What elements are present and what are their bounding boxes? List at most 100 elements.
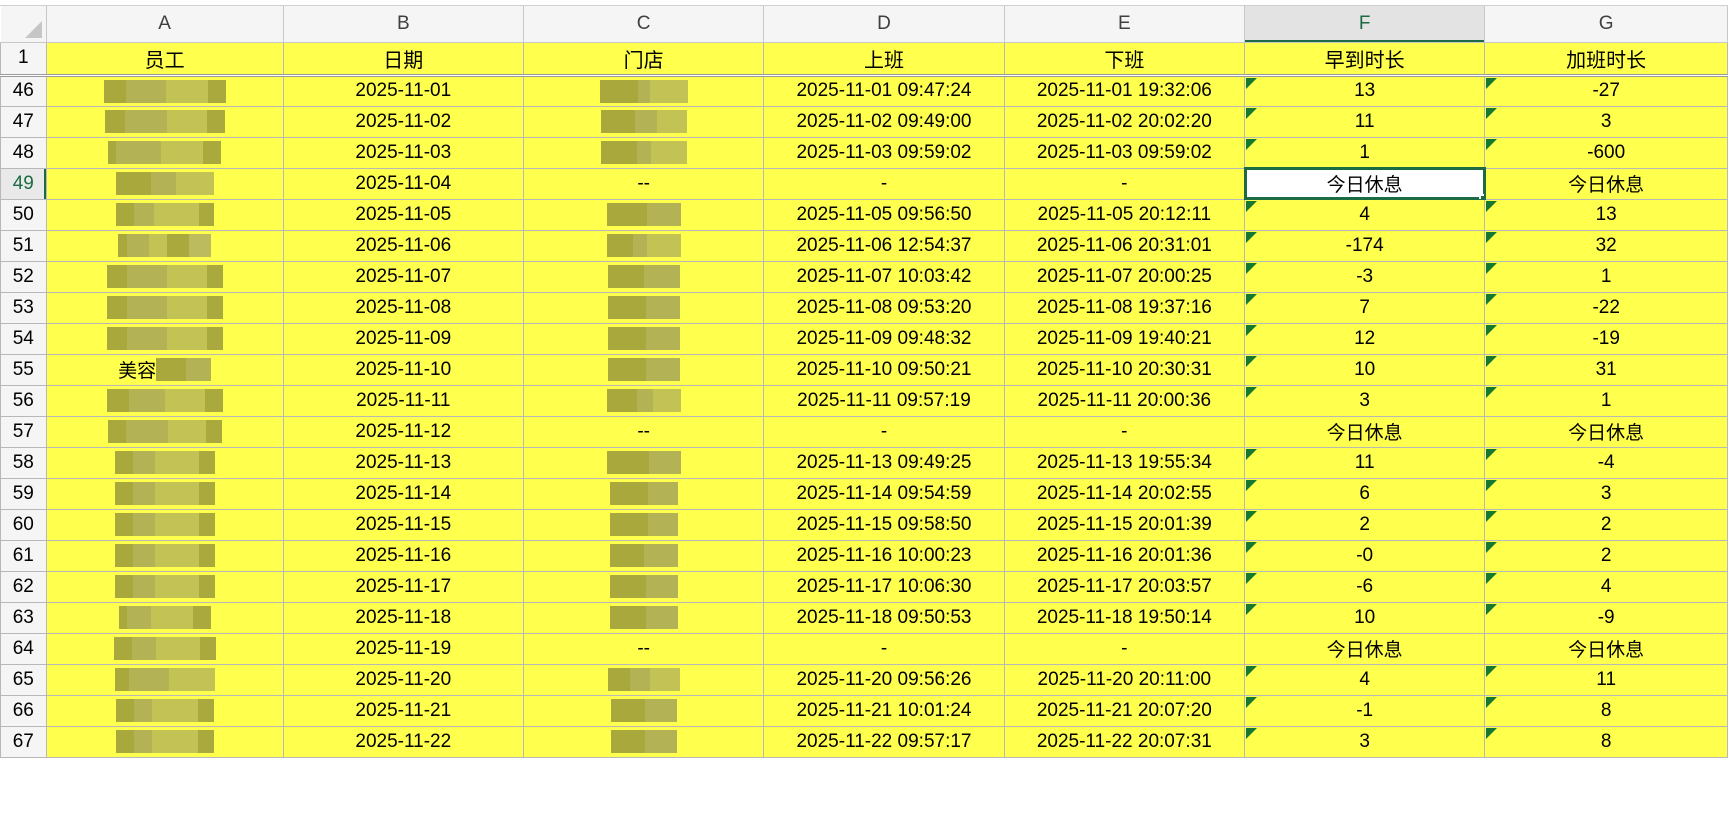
column-header-a[interactable]: A [45, 6, 284, 43]
sheet-table[interactable]: A B C D E F G 1 员工 日期 门店 上班 下班 早到时长 加班时长… [0, 6, 1728, 758]
cell-employee[interactable] [45, 477, 284, 510]
cell-clock-in[interactable]: 2025-11-03 09:59:02 [763, 136, 1005, 169]
cell-store[interactable] [522, 601, 765, 634]
cell-clock-in[interactable]: 2025-11-02 09:49:00 [763, 105, 1005, 138]
row-header-53[interactable]: 53 [0, 291, 47, 324]
row-header-47[interactable]: 47 [0, 105, 47, 138]
cell-date[interactable]: 2025-11-06 [282, 229, 524, 262]
cell-store[interactable] [522, 725, 765, 758]
cell-clock-out[interactable]: 2025-11-13 19:55:34 [1003, 446, 1246, 479]
cell-early-duration[interactable]: -6 [1243, 570, 1486, 603]
row-header-50[interactable]: 50 [0, 198, 47, 231]
cell-clock-in[interactable]: 2025-11-20 09:56:26 [763, 663, 1005, 696]
row-header-54[interactable]: 54 [0, 322, 47, 355]
cell-early-duration[interactable]: 11 [1243, 105, 1486, 138]
table-row[interactable]: 66 2025-11-21 2025-11-21 10:01:24 2025-11-2… [0, 694, 1728, 727]
cell-date[interactable]: 2025-11-16 [282, 539, 524, 572]
row-header-65[interactable]: 65 [0, 663, 47, 696]
cell-overtime-duration[interactable]: 2 [1484, 508, 1728, 541]
cell-overtime-duration[interactable]: 3 [1484, 105, 1728, 138]
cell-clock-in[interactable]: - [763, 632, 1005, 665]
cell-early-duration[interactable]: 今日休息 [1243, 632, 1486, 665]
cell-clock-in[interactable]: 2025-11-16 10:00:23 [763, 539, 1005, 572]
cell-date[interactable]: 2025-11-15 [282, 508, 524, 541]
cell-store[interactable]: -- [522, 632, 765, 665]
cell-employee[interactable] [45, 570, 284, 603]
cell-overtime-duration[interactable]: 8 [1484, 694, 1728, 727]
table-row[interactable]: 61 2025-11-16 2025-11-16 10:00:23 2025-11-1… [0, 539, 1728, 572]
cell-store[interactable] [522, 322, 765, 355]
fill-handle[interactable] [1479, 193, 1484, 198]
cell-date[interactable]: 2025-11-13 [282, 446, 524, 479]
column-header-g[interactable]: G [1484, 6, 1728, 43]
cell-store[interactable] [522, 663, 765, 696]
table-row[interactable]: 51 2025-11-06 2025-11-06 12:54:37 2025-11-0… [0, 229, 1728, 262]
cell-clock-in[interactable]: 2025-11-15 09:58:50 [763, 508, 1005, 541]
cell-clock-in[interactable]: 2025-11-01 09:47:24 [763, 74, 1005, 107]
cell-overtime-duration[interactable]: 今日休息 [1484, 415, 1728, 448]
cell-store[interactable] [522, 74, 765, 107]
cell-date[interactable]: 2025-11-02 [282, 105, 524, 138]
cell-overtime-duration[interactable]: 32 [1484, 229, 1728, 262]
cell-employee[interactable] [45, 322, 284, 355]
cell-clock-in[interactable]: 2025-11-11 09:57:19 [763, 384, 1005, 417]
cell-overtime-duration[interactable]: -4 [1484, 446, 1728, 479]
row-header-49[interactable]: 49 [0, 167, 47, 200]
title-cell-employee[interactable]: 员工 [45, 41, 284, 77]
row-header-46[interactable]: 46 [0, 74, 47, 107]
cell-store[interactable] [522, 353, 765, 386]
row-header-52[interactable]: 52 [0, 260, 47, 293]
table-row[interactable]: 46 2025-11-01 2025-11-01 09:47:24 2025-11-0… [0, 74, 1728, 107]
cell-early-duration[interactable]: -174 [1243, 229, 1486, 262]
column-header-c[interactable]: C [522, 6, 765, 43]
cell-overtime-duration[interactable]: -22 [1484, 291, 1728, 324]
cell-employee[interactable] [45, 136, 284, 169]
cell-clock-out[interactable]: - [1003, 167, 1246, 200]
cell-date[interactable]: 2025-11-22 [282, 725, 524, 758]
cell-overtime-duration[interactable]: 8 [1484, 725, 1728, 758]
row-header-55[interactable]: 55 [0, 353, 47, 386]
row-header-64[interactable]: 64 [0, 632, 47, 665]
cell-employee[interactable] [45, 601, 284, 634]
table-row[interactable]: 47 2025-11-02 2025-11-02 09:49:00 2025-11-0… [0, 105, 1728, 138]
cell-overtime-duration[interactable]: 11 [1484, 663, 1728, 696]
cell-early-duration[interactable]: 13 [1243, 74, 1486, 107]
column-header-f[interactable]: F [1243, 6, 1486, 43]
row-header-67[interactable]: 67 [0, 725, 47, 758]
cell-early-duration[interactable]: 10 [1243, 601, 1486, 634]
cell-clock-in[interactable]: 2025-11-09 09:48:32 [763, 322, 1005, 355]
title-row[interactable]: 1 员工 日期 门店 上班 下班 早到时长 加班时长 [0, 41, 1728, 77]
cell-clock-out[interactable]: 2025-11-05 20:12:11 [1003, 198, 1246, 231]
cell-early-duration[interactable]: 今日休息 [1243, 167, 1486, 200]
cell-clock-out[interactable]: 2025-11-08 19:37:16 [1003, 291, 1246, 324]
cell-date[interactable]: 2025-11-14 [282, 477, 524, 510]
table-row[interactable]: 48 2025-11-03 2025-11-03 09:59:02 2025-11-0… [0, 136, 1728, 169]
cell-store[interactable] [522, 570, 765, 603]
row-header-62[interactable]: 62 [0, 570, 47, 603]
cell-overtime-duration[interactable]: -27 [1484, 74, 1728, 107]
table-row[interactable]: 49 2025-11-04- - - - 今日休息 今日休息 [0, 167, 1728, 200]
cell-clock-out[interactable]: 2025-11-06 20:31:01 [1003, 229, 1246, 262]
table-row[interactable]: 59 2025-11-14 2025-11-14 09:54:59 2025-11-1… [0, 477, 1728, 510]
title-cell-date[interactable]: 日期 [282, 41, 524, 77]
row-header-58[interactable]: 58 [0, 446, 47, 479]
cell-overtime-duration[interactable]: 2 [1484, 539, 1728, 572]
cell-clock-out[interactable]: 2025-11-02 20:02:20 [1003, 105, 1246, 138]
cell-employee[interactable] [45, 415, 284, 448]
cell-early-duration[interactable]: 4 [1243, 663, 1486, 696]
title-cell-store[interactable]: 门店 [522, 41, 765, 77]
cell-date[interactable]: 2025-11-07 [282, 260, 524, 293]
title-cell-clock-out[interactable]: 下班 [1003, 41, 1246, 77]
cell-clock-in[interactable]: 2025-11-18 09:50:53 [763, 601, 1005, 634]
cell-clock-out[interactable]: 2025-11-09 19:40:21 [1003, 322, 1246, 355]
cell-clock-out[interactable]: 2025-11-22 20:07:31 [1003, 725, 1246, 758]
cell-clock-in[interactable]: - [763, 167, 1005, 200]
cell-early-duration[interactable]: 今日休息 [1243, 415, 1486, 448]
cell-employee[interactable] [45, 260, 284, 293]
cell-store[interactable] [522, 291, 765, 324]
cell-early-duration[interactable]: 6 [1243, 477, 1486, 510]
cell-employee[interactable] [45, 74, 284, 107]
sheet-body[interactable]: 1 员工 日期 门店 上班 下班 早到时长 加班时长 46 2025-11-01 2… [0, 41, 1728, 758]
cell-date[interactable]: 2025-11-08 [282, 291, 524, 324]
cell-employee[interactable] [45, 384, 284, 417]
